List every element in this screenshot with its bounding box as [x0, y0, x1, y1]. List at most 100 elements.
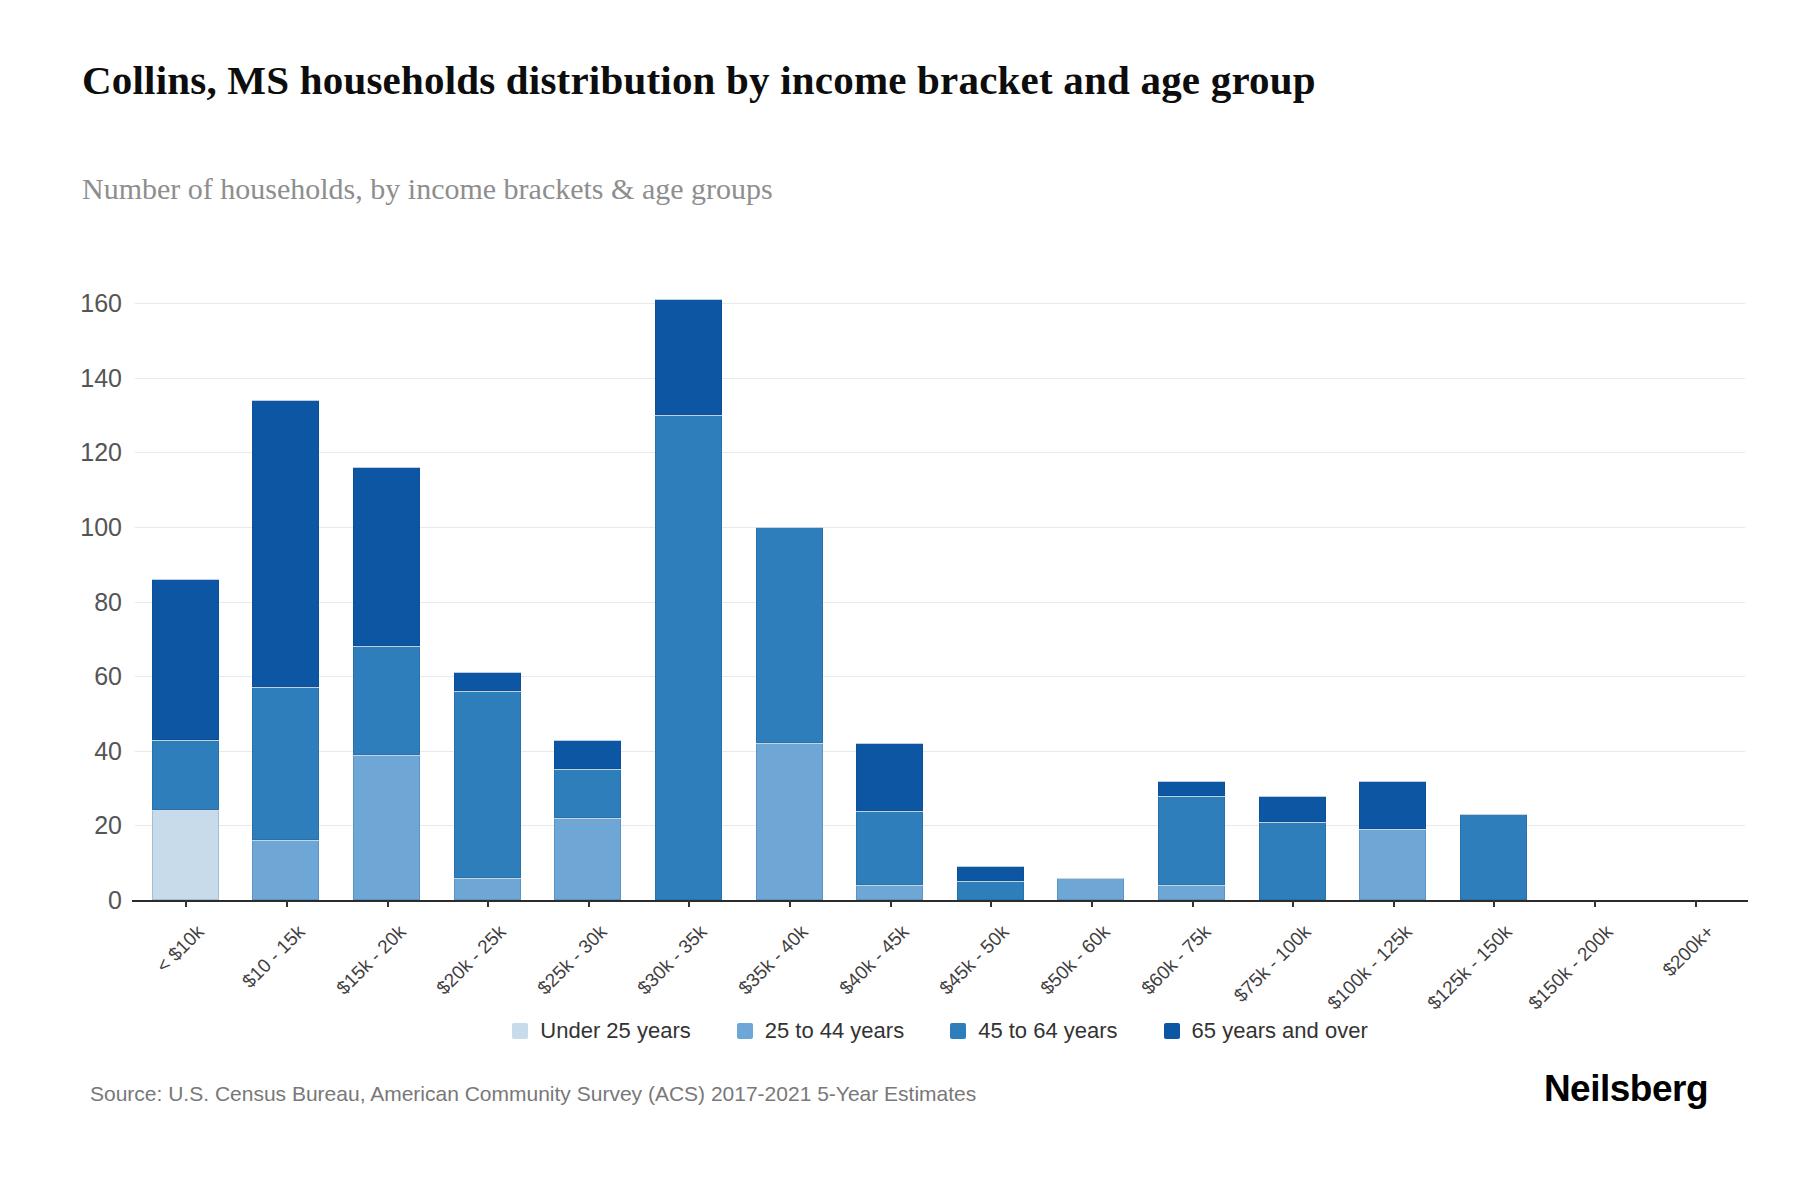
y-tick-label: 100: [0, 512, 122, 542]
bar-segment: [152, 810, 219, 900]
bar-segment: [252, 400, 319, 687]
chart-card: Collins, MS households distribution by i…: [0, 0, 1800, 1200]
legend-item: 25 to 44 years: [737, 1018, 904, 1044]
x-axis-tick: [1695, 900, 1697, 907]
page-subtitle: Number of households, by income brackets…: [82, 172, 1482, 206]
bar-column: [1359, 781, 1426, 900]
gridline: [135, 452, 1745, 453]
bar-segment: [1057, 878, 1124, 900]
bar-segment: [1259, 796, 1326, 822]
bar-segment: [856, 743, 923, 810]
bar-segment: [856, 885, 923, 900]
x-tick-label: < $10k: [153, 921, 209, 977]
x-axis-tick: [1192, 900, 1194, 907]
plot-area: < $10k$10 - 15k$15k - 20k$20k - 25k$25k …: [135, 285, 1745, 900]
bar-segment: [1359, 781, 1426, 829]
y-tick-label: 60: [0, 661, 122, 691]
legend-item: 45 to 64 years: [950, 1018, 1117, 1044]
x-axis-tick: [1292, 900, 1294, 907]
legend-item: Under 25 years: [512, 1018, 690, 1044]
x-tick-label-anchor: $60k - 75k: [1200, 921, 1289, 943]
bar-segment: [1460, 814, 1527, 900]
bar-segment: [152, 579, 219, 739]
bar-segment: [353, 755, 420, 900]
x-axis-tick: [487, 900, 489, 907]
bar-segment: [1259, 822, 1326, 900]
bar-segment: [756, 527, 823, 743]
x-tick-label-anchor: $15k - 20k: [395, 921, 484, 943]
y-tick-label: 140: [0, 363, 122, 393]
x-tick-label-anchor: $50k - 60k: [1099, 921, 1188, 943]
bar-column: [353, 467, 420, 900]
y-tick-label: 40: [0, 736, 122, 766]
bar-segment: [454, 691, 521, 878]
legend-swatch: [950, 1023, 966, 1039]
x-tick-label-anchor: $40k - 45k: [898, 921, 987, 943]
brand-logo: Neilsberg: [1544, 1068, 1708, 1110]
bar-segment: [554, 740, 621, 770]
legend-label: 25 to 44 years: [765, 1018, 904, 1044]
x-tick-label-anchor: $20k - 25k: [495, 921, 584, 943]
bar-segment: [1158, 781, 1225, 796]
legend-label: Under 25 years: [540, 1018, 690, 1044]
bar-column: [554, 740, 621, 900]
y-tick-label: 160: [0, 288, 122, 318]
bar-column: [1057, 878, 1124, 900]
bar-segment: [957, 881, 1024, 900]
gridline: [135, 378, 1745, 379]
source-note: Source: U.S. Census Bureau, American Com…: [90, 1082, 976, 1106]
legend-swatch: [512, 1023, 528, 1039]
x-axis-tick: [588, 900, 590, 907]
bar-segment: [856, 811, 923, 886]
x-tick-label-anchor: $25k - 30k: [596, 921, 685, 943]
x-axis-line: [132, 900, 1748, 902]
bar-column: [1460, 814, 1527, 900]
bar-column: [252, 400, 319, 900]
x-tick-label-anchor: $35k - 40k: [797, 921, 886, 943]
bar-segment: [1158, 885, 1225, 900]
bar-segment: [655, 415, 722, 900]
legend-item: 65 years and over: [1164, 1018, 1368, 1044]
x-axis-tick: [1393, 900, 1395, 907]
bar-segment: [252, 687, 319, 840]
legend-swatch: [737, 1023, 753, 1039]
legend-swatch: [1164, 1023, 1180, 1039]
bar-column: [655, 299, 722, 900]
y-tick-label: 0: [0, 885, 122, 915]
x-axis-tick: [890, 900, 892, 907]
legend-label: 65 years and over: [1192, 1018, 1368, 1044]
bar-segment: [353, 467, 420, 646]
bar-segment: [152, 740, 219, 811]
bar-segment: [454, 878, 521, 900]
bar-segment: [756, 743, 823, 900]
legend-label: 45 to 64 years: [978, 1018, 1117, 1044]
bar-segment: [353, 646, 420, 754]
x-tick-label-anchor: $10 - 15k: [294, 921, 373, 943]
y-tick-label: 80: [0, 587, 122, 617]
bar-segment: [454, 672, 521, 691]
bar-segment: [554, 818, 621, 900]
bar-column: [1158, 781, 1225, 900]
bar-column: [756, 527, 823, 900]
x-axis-tick: [1594, 900, 1596, 907]
x-axis-tick: [387, 900, 389, 907]
x-tick-label-anchor: $45k - 50k: [998, 921, 1087, 943]
x-axis-tick: [688, 900, 690, 907]
bar-column: [1259, 796, 1326, 900]
y-tick-label: 120: [0, 437, 122, 467]
x-axis-tick: [1091, 900, 1093, 907]
bar-segment: [554, 769, 621, 817]
x-tick-label-anchor: $200k+: [1703, 921, 1766, 943]
legend: Under 25 years 25 to 44 years 45 to 64 yea…: [135, 1018, 1745, 1044]
bar-segment: [1158, 796, 1225, 886]
x-axis-tick: [185, 900, 187, 907]
bar-column: [454, 672, 521, 900]
bar-segment: [252, 840, 319, 900]
x-axis-tick: [990, 900, 992, 907]
bar-segment: [1359, 829, 1426, 900]
x-axis-tick: [789, 900, 791, 907]
bar-column: [856, 743, 923, 900]
bar-segment: [957, 866, 1024, 881]
bar-segment: [655, 299, 722, 415]
x-axis-tick: [286, 900, 288, 907]
